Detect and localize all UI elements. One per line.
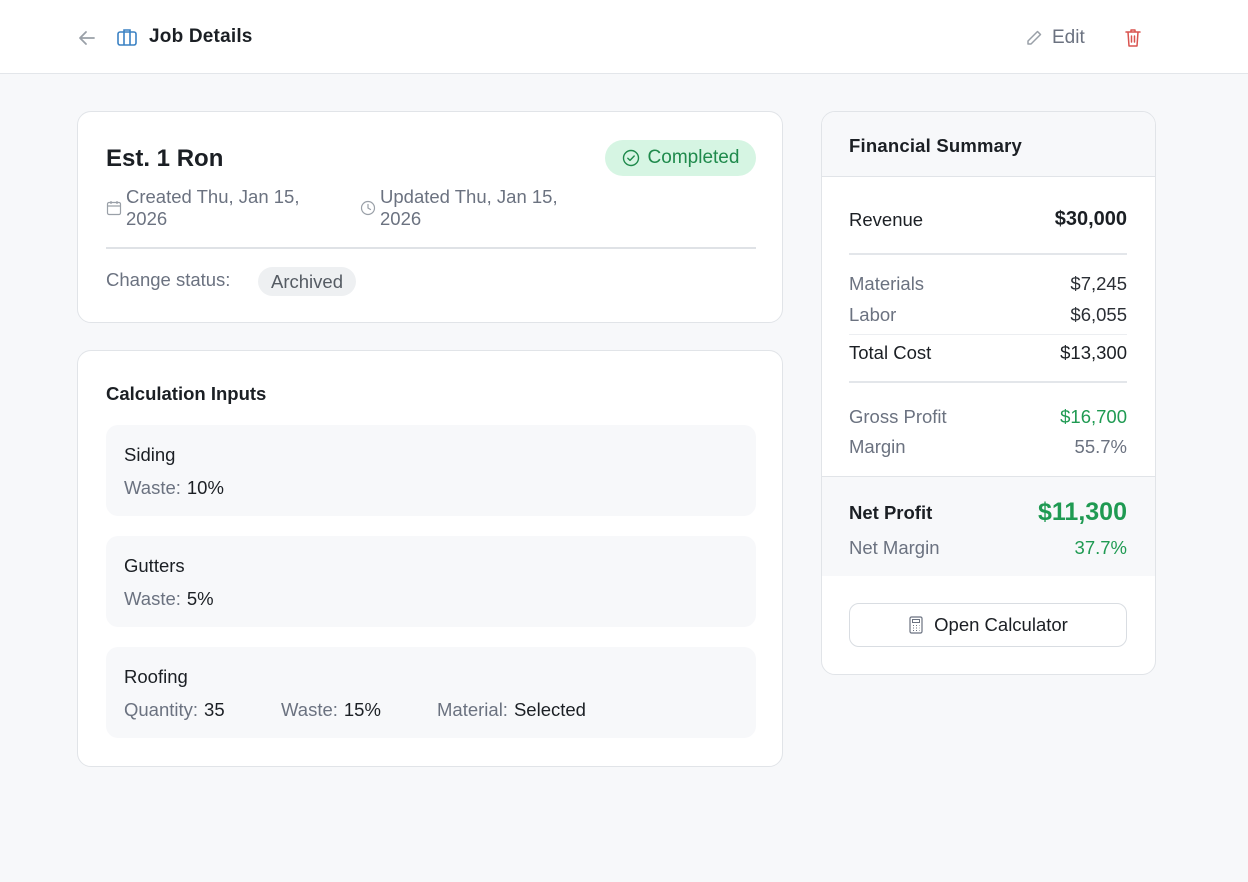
quantity-field: Quantity: 35 xyxy=(124,699,225,721)
field-value: Selected xyxy=(513,699,586,720)
created-date: Created Thu, Jan 15, 2026 xyxy=(106,186,346,230)
divider xyxy=(849,253,1127,255)
created-line2: 2026 xyxy=(126,208,168,229)
financial-summary-header: Financial Summary xyxy=(822,112,1155,177)
edit-label: Edit xyxy=(1052,27,1085,48)
total-cost-label: Total Cost xyxy=(849,342,932,363)
materials-label: Materials xyxy=(849,273,925,294)
open-calculator-button[interactable]: Open Calculator xyxy=(849,603,1127,647)
field-value: 10% xyxy=(186,477,224,498)
edit-button[interactable]: Edit xyxy=(1024,24,1085,52)
calendar-icon xyxy=(106,201,122,216)
material-field: Material: Selected xyxy=(437,699,586,721)
calculation-inputs-card: Calculation Inputs Siding Waste: 10% Gutt… xyxy=(77,350,783,767)
calculator-icon xyxy=(909,616,923,634)
change-status-label: Change status: xyxy=(106,269,231,290)
input-item-siding: Siding Waste: 10% xyxy=(106,425,756,516)
revenue-value: $30,000 xyxy=(1054,208,1127,230)
net-profit-row: Net Profit $11,300 xyxy=(849,498,1127,527)
top-bar: Job Details Edit xyxy=(0,0,1248,74)
total-cost-value: $13,300 xyxy=(1060,342,1127,363)
created-line1: Created Thu, Jan 15, xyxy=(126,186,300,207)
job-overview-card: Est. 1 Ron Completed Created Thu, Jan 15… xyxy=(77,111,783,323)
waste-field: Waste: 10% xyxy=(124,477,224,499)
calculation-inputs-title: Calculation Inputs xyxy=(106,383,267,404)
gross-profit-label: Gross Profit xyxy=(849,406,947,427)
open-calculator-label: Open Calculator xyxy=(934,614,1068,635)
margin-value: 55.7% xyxy=(1074,436,1127,457)
job-name: Est. 1 Ron xyxy=(106,145,224,172)
delete-button[interactable] xyxy=(1123,27,1143,49)
status-badge: Completed xyxy=(605,140,756,176)
updated-date: Updated Thu, Jan 15, 2026 xyxy=(360,186,600,230)
input-item-name: Siding xyxy=(124,444,176,465)
status-label: Completed xyxy=(647,147,740,168)
total-cost-row: Total Cost $13,300 xyxy=(849,342,1127,364)
labor-row: Labor $6,055 xyxy=(849,304,1127,326)
materials-row: Materials $7,245 xyxy=(849,273,1127,295)
input-item-gutters: Gutters Waste: 5% xyxy=(106,536,756,627)
updated-line2: 2026 xyxy=(380,208,422,229)
field-value: 5% xyxy=(186,588,214,609)
input-item-roofing: Roofing Quantity: 35 Waste: 15% Material: S… xyxy=(106,647,756,738)
field-value: 35 xyxy=(204,699,225,720)
field-label: Quantity: xyxy=(124,699,199,720)
pencil-icon xyxy=(1027,30,1042,45)
field-value: 15% xyxy=(343,699,381,720)
briefcase-icon xyxy=(116,26,138,48)
check-circle-icon xyxy=(622,149,639,167)
revenue-row: Revenue $30,000 xyxy=(849,208,1127,231)
materials-value: $7,245 xyxy=(1070,273,1127,294)
net-margin-row: Net Margin 37.7% xyxy=(849,537,1127,559)
input-item-name: Roofing xyxy=(124,666,188,687)
net-profit-label: Net Profit xyxy=(849,501,933,523)
field-label: Waste: xyxy=(124,477,181,498)
gross-profit-row: Gross Profit $16,700 xyxy=(849,406,1127,428)
back-arrow-icon[interactable] xyxy=(76,27,98,49)
archived-status-button[interactable]: Archived xyxy=(258,267,356,296)
clock-icon xyxy=(360,200,376,216)
revenue-label: Revenue xyxy=(849,208,924,230)
page-title: Job Details xyxy=(149,26,253,47)
divider xyxy=(849,334,1127,335)
waste-field: Waste: 15% xyxy=(281,699,381,721)
net-profit-section xyxy=(822,476,1155,576)
divider xyxy=(106,247,756,249)
trash-icon xyxy=(1125,29,1141,47)
margin-row: Margin 55.7% xyxy=(849,436,1127,458)
financial-summary-card: Financial Summary Revenue $30,000 Materi… xyxy=(821,111,1156,675)
gross-profit-value: $16,700 xyxy=(1060,406,1127,427)
divider xyxy=(849,381,1127,383)
net-margin-value: 37.7% xyxy=(1074,537,1127,558)
net-profit-value: $11,300 xyxy=(1038,498,1127,526)
input-item-name: Gutters xyxy=(124,555,185,576)
net-margin-label: Net Margin xyxy=(849,537,940,558)
labor-label: Labor xyxy=(849,304,897,325)
waste-field: Waste: 5% xyxy=(124,588,214,610)
margin-label: Margin xyxy=(849,436,906,457)
financial-summary-title: Financial Summary xyxy=(849,135,1023,156)
updated-line1: Updated Thu, Jan 15, xyxy=(380,186,558,207)
field-label: Material: xyxy=(437,699,508,720)
field-label: Waste: xyxy=(124,588,181,609)
field-label: Waste: xyxy=(281,699,338,720)
labor-value: $6,055 xyxy=(1070,304,1127,325)
